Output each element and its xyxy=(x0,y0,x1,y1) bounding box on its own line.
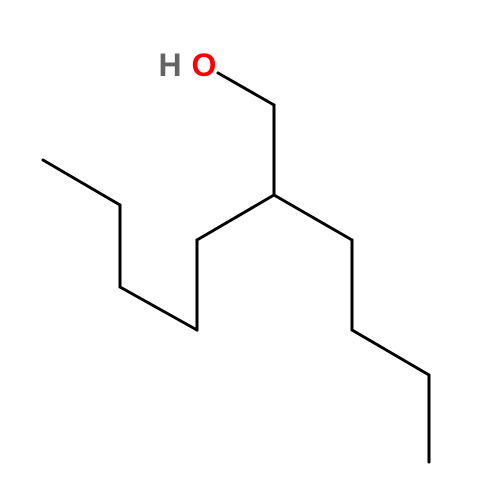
molecule-diagram: HO xyxy=(0,0,500,500)
atom-label-H: H xyxy=(158,47,181,83)
bond xyxy=(43,160,120,205)
bond xyxy=(352,330,429,375)
bonds-group xyxy=(43,73,429,462)
bond xyxy=(218,73,274,105)
bond xyxy=(120,287,197,330)
bond xyxy=(274,195,352,240)
atom-labels-group: HO xyxy=(158,47,216,83)
atom-label-O: O xyxy=(192,47,217,83)
bond xyxy=(197,195,274,240)
